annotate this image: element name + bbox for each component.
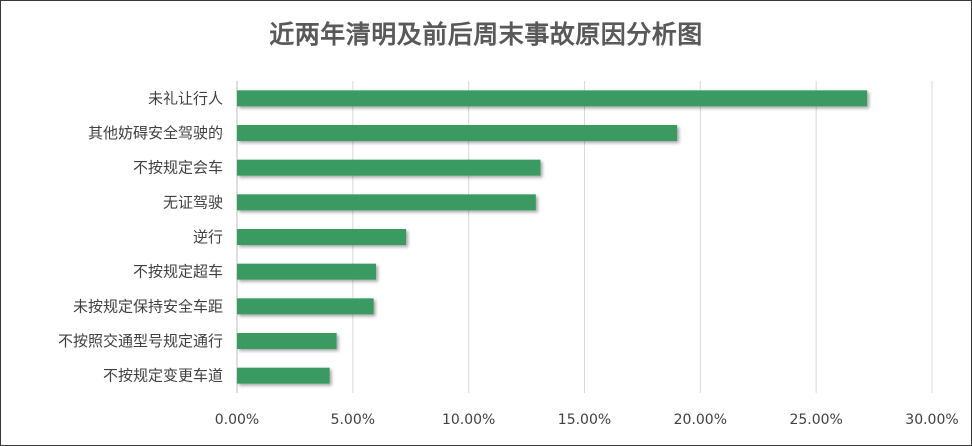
x-tick-labels: 0.00% 5.00% 10.00% 15.00% 20.00% 25.00% 30.00% (215, 412, 959, 428)
category-label: 其他妨碍安全驾驶的 (88, 124, 223, 142)
bars (237, 90, 868, 384)
x-tick-label: 5.00% (331, 412, 375, 428)
category-label: 不按规定变更车道 (103, 367, 223, 385)
bar (237, 298, 374, 315)
bar (237, 333, 337, 349)
bar (237, 263, 376, 280)
chart-title: 近两年清明及前后周末事故原因分析图 (269, 20, 703, 49)
bar (237, 367, 330, 384)
x-tick-label: 20.00% (674, 412, 727, 428)
category-label: 不按规定超车 (133, 263, 223, 281)
bar (237, 125, 678, 141)
bar (237, 90, 868, 107)
category-label: 不按规定会车 (133, 159, 223, 177)
category-label: 无证驾驶 (163, 193, 223, 211)
category-labels: 未礼让行人其他妨碍安全驾驶的不按规定会车无证驾驶逆行不按规定超车未按规定保持安全… (58, 89, 223, 384)
x-tick-label: 10.00% (442, 412, 495, 428)
x-tick-label: 30.00% (905, 412, 958, 428)
x-tick-label: 0.00% (215, 412, 259, 428)
x-tick-label: 25.00% (789, 412, 842, 428)
bar (237, 229, 407, 245)
bar (237, 194, 536, 211)
x-tick-label: 15.00% (558, 412, 611, 428)
category-label: 未礼让行人 (148, 89, 223, 107)
bar (237, 159, 541, 176)
category-label: 未按规定保持安全车距 (73, 297, 223, 315)
category-label: 逆行 (193, 228, 223, 246)
category-label: 不按照交通型号规定通行 (58, 332, 223, 350)
